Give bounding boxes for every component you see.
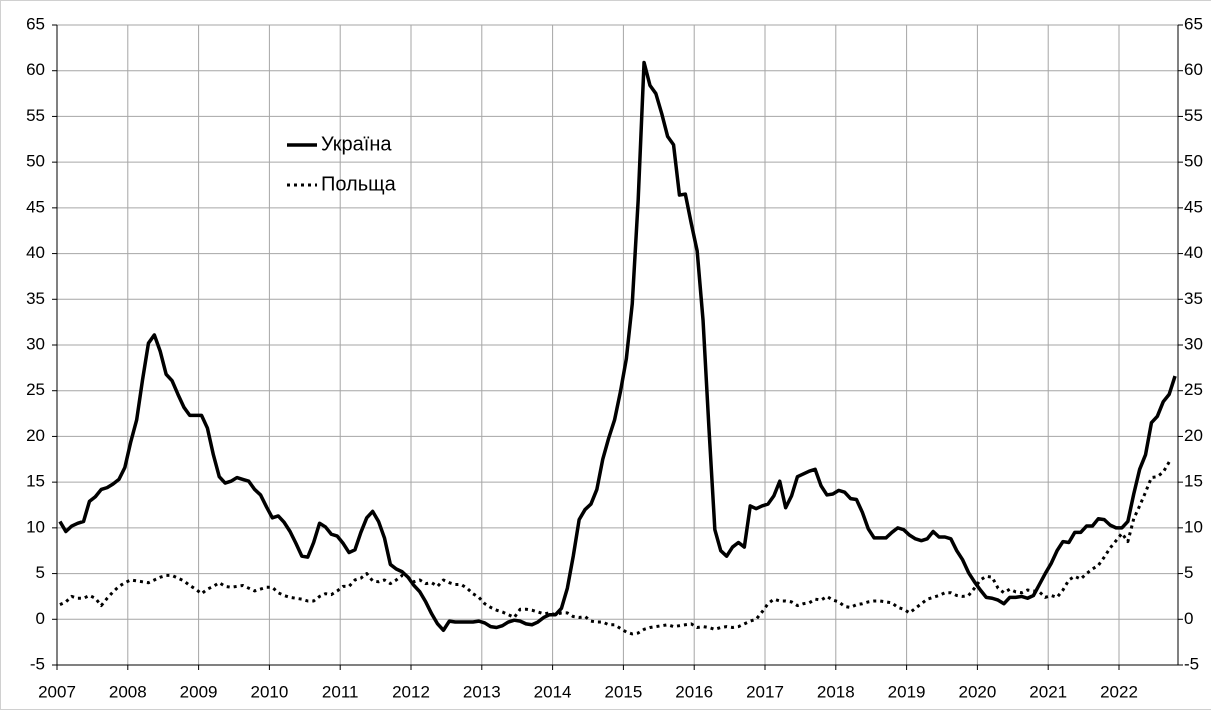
x-tick-label: 2013 (463, 682, 501, 701)
legend-label: Україна (321, 133, 392, 155)
y2-tick-label: 45 (1184, 197, 1203, 216)
y-tick-label: 60 (26, 60, 45, 79)
y-tick-label: 5 (36, 563, 45, 582)
x-tick-label: 2015 (604, 682, 642, 701)
y-tick-label: 10 (26, 517, 45, 536)
x-tick-label: 2019 (888, 682, 926, 701)
x-tick-label: 2008 (109, 682, 147, 701)
y-tick-label: 50 (26, 152, 45, 171)
y2-tick-label: 50 (1184, 152, 1203, 171)
y2-tick-label: 40 (1184, 243, 1203, 262)
x-tick-label: 2011 (322, 682, 359, 701)
y-tick-label: 35 (26, 289, 45, 308)
y2-tick-label: 5 (1184, 563, 1193, 582)
y2-tick-label: 20 (1184, 426, 1203, 445)
y-tick-label: 55 (26, 106, 45, 125)
x-tick-label: 2018 (817, 682, 855, 701)
y2-tick-label: 10 (1184, 517, 1203, 536)
x-tick-label: 2020 (958, 682, 996, 701)
x-tick-label: 2017 (746, 682, 784, 701)
y2-tick-label: 0 (1184, 609, 1193, 628)
y-tick-label: 40 (26, 243, 45, 262)
y-tick-label: 30 (26, 334, 45, 353)
x-tick-label: 2007 (38, 682, 76, 701)
x-tick-label: 2014 (534, 682, 572, 701)
y-tick-label: 0 (36, 609, 45, 628)
y2-tick-label: 60 (1184, 60, 1203, 79)
x-tick-label: 2016 (675, 682, 713, 701)
y-tick-label: 45 (26, 197, 45, 216)
series-line (59, 461, 1171, 636)
y-tick-label: 20 (26, 426, 45, 445)
x-tick-label: 2009 (180, 682, 218, 701)
series-line (58, 60, 1177, 633)
y2-tick-label: 30 (1184, 334, 1203, 353)
y-tick-label: -5 (30, 654, 45, 673)
x-tick-label: 2021 (1029, 682, 1067, 701)
y2-tick-label: 65 (1184, 14, 1203, 33)
x-tick-label: 2012 (392, 682, 430, 701)
y2-tick-label: -5 (1184, 654, 1199, 673)
y2-tick-label: 35 (1184, 289, 1203, 308)
legend-label: Польща (321, 173, 397, 195)
y2-tick-label: 55 (1184, 106, 1203, 125)
x-tick-label: 2022 (1100, 682, 1138, 701)
x-tick-label: 2010 (250, 682, 288, 701)
y-tick-label: 65 (26, 14, 45, 33)
y2-tick-label: 25 (1184, 380, 1203, 399)
y-tick-label: 25 (26, 380, 45, 399)
y2-tick-label: 15 (1184, 472, 1203, 491)
y-tick-label: 15 (26, 472, 45, 491)
